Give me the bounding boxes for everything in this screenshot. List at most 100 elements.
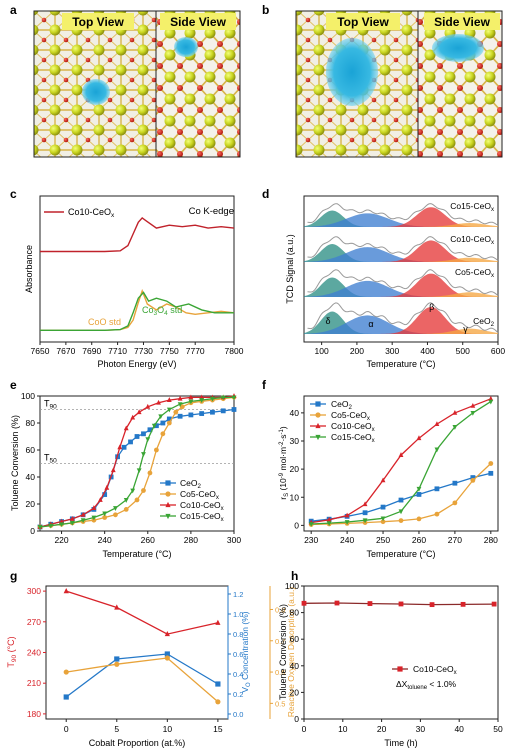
x-tick-label-c: 7650 bbox=[31, 346, 50, 356]
data-point-e bbox=[59, 518, 64, 524]
x-tick-label-f: 250 bbox=[376, 535, 390, 545]
data-point-f bbox=[380, 477, 386, 483]
data-point-f bbox=[380, 516, 386, 522]
panel-label-c: c bbox=[10, 187, 17, 201]
top-view-tag-b bbox=[326, 13, 400, 30]
x-tick-label-d: 200 bbox=[350, 346, 364, 356]
data-point-e bbox=[151, 423, 157, 429]
series-line-g-ROD bbox=[66, 657, 219, 703]
data-point-e bbox=[104, 484, 110, 490]
xlabel-c: Photon Energy (eV) bbox=[97, 359, 176, 369]
data-point-g-T90 bbox=[63, 588, 69, 594]
data-point-e bbox=[80, 511, 86, 517]
data-point-e bbox=[37, 525, 43, 530]
peak-label-delta: δ bbox=[325, 316, 330, 326]
y-tick-label-h: 20 bbox=[290, 687, 300, 697]
ylabel-f: rS (10-9 mol·m-2·s-1) bbox=[278, 426, 290, 500]
side-view-lattice-a bbox=[156, 11, 240, 157]
x-tick-label-h: 40 bbox=[454, 724, 464, 734]
data-point-h bbox=[460, 601, 466, 607]
data-point-e bbox=[102, 511, 108, 517]
data-point-e bbox=[136, 409, 142, 415]
data-point-f bbox=[380, 519, 386, 525]
peak-gamma-2 bbox=[304, 292, 498, 297]
y-tick-label-h: 60 bbox=[290, 634, 300, 644]
top-view-label-b: Top View bbox=[337, 15, 389, 29]
x-tick-label-e: 280 bbox=[184, 535, 198, 545]
legend-marker-f-1 bbox=[315, 412, 321, 418]
data-point-f bbox=[488, 470, 494, 476]
data-point-e bbox=[220, 395, 226, 401]
label-co3o4-std: Co3O4 std bbox=[142, 305, 182, 317]
data-point-e bbox=[145, 403, 151, 409]
y-tick-label-g-right: 0.8 bbox=[275, 605, 285, 614]
peak-gamma-1 bbox=[304, 257, 498, 262]
legend-label-f-3: Co15-CeOx bbox=[331, 432, 375, 444]
y-tick-label-f: 10 bbox=[290, 492, 300, 502]
data-point-f bbox=[416, 492, 422, 497]
legend-label-f-2: Co10-CeOx bbox=[331, 421, 375, 433]
tcd-signal-3 bbox=[307, 302, 499, 333]
peak-delta-2 bbox=[304, 277, 498, 297]
y-tick-label-f: 30 bbox=[290, 436, 300, 446]
data-point-f bbox=[488, 399, 494, 405]
series-line-e-3 bbox=[39, 396, 234, 528]
data-point-h bbox=[491, 601, 497, 607]
y-tick-label-g-left: 300 bbox=[27, 586, 41, 596]
data-point-f bbox=[470, 402, 476, 408]
data-point-e bbox=[59, 522, 64, 528]
x-tick-label-c: 7800 bbox=[225, 346, 244, 356]
top-view-tag-a bbox=[62, 13, 134, 30]
data-point-f bbox=[470, 475, 476, 480]
data-point-f bbox=[452, 409, 458, 415]
y-tick-label-g-right: 0.7 bbox=[275, 637, 285, 646]
data-point-g-ROD bbox=[63, 669, 69, 675]
peak-beta-3 bbox=[304, 307, 498, 334]
peak-delta-1 bbox=[304, 244, 498, 262]
data-point-e bbox=[147, 470, 153, 476]
data-point-e bbox=[188, 399, 194, 405]
x-tick-label-f: 260 bbox=[412, 535, 426, 545]
data-point-e bbox=[166, 416, 172, 422]
panel-label-h: h bbox=[291, 569, 298, 583]
x-tick-label-f: 240 bbox=[340, 535, 354, 545]
peak-alpha-1 bbox=[304, 247, 498, 262]
y-tick-label-e: 40 bbox=[26, 472, 36, 482]
data-point-f bbox=[344, 512, 350, 518]
data-point-e bbox=[177, 413, 183, 419]
panel-a-frame bbox=[33, 10, 241, 158]
x-tick-label-d: 400 bbox=[420, 346, 434, 356]
edge-label: Co K-edge bbox=[189, 206, 234, 217]
panel-label-f: f bbox=[262, 378, 267, 392]
legend-marker-h bbox=[397, 666, 403, 672]
xlabel-e: Temperature (°C) bbox=[102, 549, 171, 559]
data-point-f bbox=[470, 410, 476, 416]
peak-delta-3 bbox=[304, 311, 498, 334]
plot-frame-f bbox=[303, 395, 499, 532]
data-point-f bbox=[416, 486, 422, 492]
data-point-e bbox=[130, 488, 136, 494]
data-point-e bbox=[220, 408, 226, 414]
plot-frame-d bbox=[303, 195, 499, 343]
data-point-g-VO bbox=[215, 681, 221, 687]
peak-label-alpha: α bbox=[368, 319, 373, 329]
peak-beta-0 bbox=[304, 207, 498, 227]
data-point-e bbox=[154, 423, 159, 429]
tcd-signal-1 bbox=[307, 236, 499, 261]
y-tick-label-g-mid: 0.2 bbox=[233, 690, 243, 699]
x-tick-label-e: 220 bbox=[54, 535, 68, 545]
y-tick-label-g-left: 240 bbox=[27, 648, 41, 658]
data-point-e bbox=[141, 488, 146, 493]
y-tick-label-e: 100 bbox=[21, 391, 35, 401]
legend-label-co10: Co10-CeOx bbox=[68, 207, 115, 219]
data-point-h bbox=[301, 600, 307, 606]
charge-density-top-b bbox=[326, 38, 378, 106]
y-tick-label-f: 0 bbox=[294, 520, 299, 530]
x-tick-label-h: 20 bbox=[377, 724, 387, 734]
y-tick-label-e: 60 bbox=[26, 445, 36, 455]
data-point-e bbox=[91, 505, 97, 510]
x-tick-label-f: 230 bbox=[304, 535, 318, 545]
x-tick-label-c: 7750 bbox=[160, 346, 179, 356]
